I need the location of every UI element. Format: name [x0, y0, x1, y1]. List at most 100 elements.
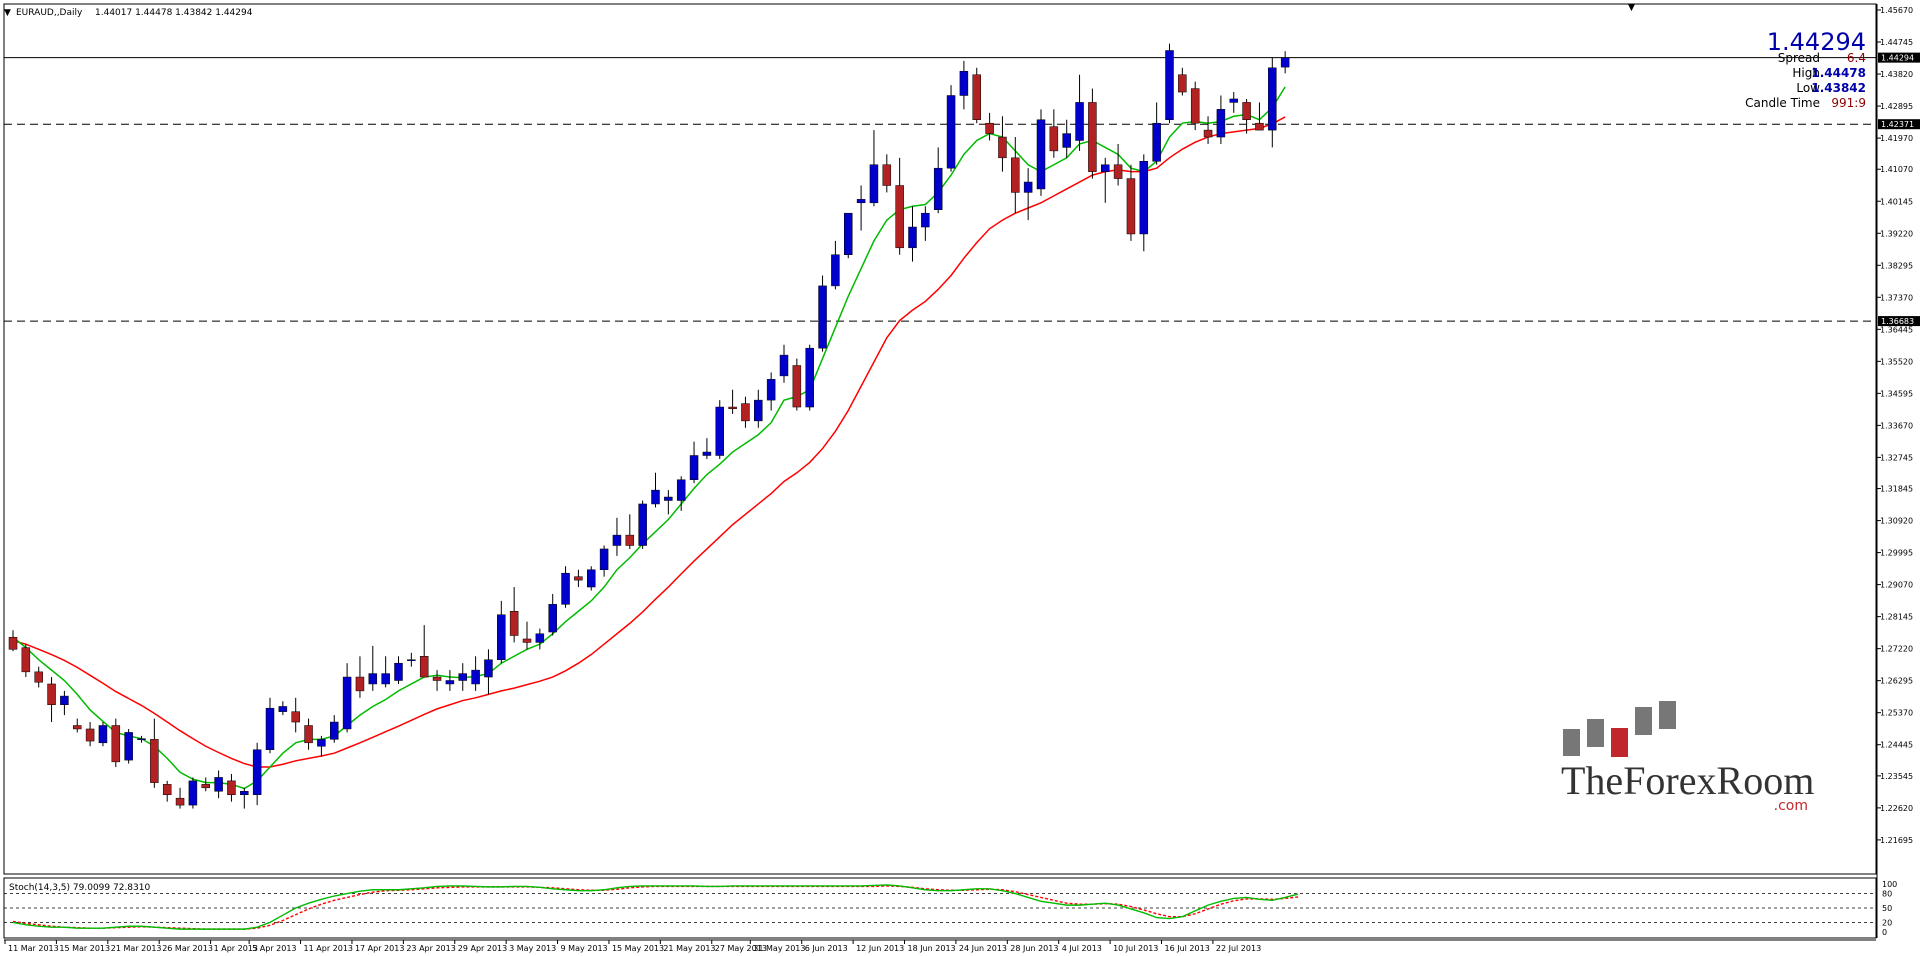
candle[interactable] — [625, 514, 635, 549]
candle[interactable] — [227, 773, 236, 802]
candle[interactable] — [856, 185, 866, 231]
candle[interactable] — [676, 476, 686, 511]
candle[interactable] — [1049, 109, 1059, 158]
candle[interactable] — [908, 206, 917, 262]
candle[interactable] — [1268, 57, 1277, 148]
candle[interactable] — [522, 621, 532, 650]
candle[interactable] — [1165, 43, 1174, 124]
candle[interactable] — [188, 777, 198, 809]
candle[interactable] — [548, 593, 557, 636]
candle[interactable] — [34, 666, 43, 688]
candle[interactable] — [1139, 154, 1149, 252]
candle[interactable] — [304, 718, 313, 750]
candle[interactable] — [1075, 74, 1084, 151]
candle[interactable] — [1101, 157, 1110, 203]
candle[interactable] — [368, 645, 378, 691]
candle[interactable] — [73, 718, 82, 733]
candle[interactable] — [265, 697, 275, 754]
candle[interactable] — [445, 670, 455, 691]
candle[interactable] — [1203, 116, 1213, 144]
candle[interactable] — [175, 787, 185, 809]
candle[interactable] — [201, 777, 210, 792]
candle[interactable] — [587, 566, 596, 591]
candle[interactable] — [214, 770, 223, 799]
candle[interactable] — [355, 656, 365, 698]
candle[interactable] — [831, 240, 840, 290]
candle[interactable] — [728, 389, 737, 414]
candle[interactable] — [1255, 102, 1264, 131]
candle[interactable] — [599, 545, 609, 577]
candle[interactable] — [497, 600, 506, 664]
candle[interactable] — [98, 722, 108, 747]
candle[interactable] — [959, 60, 969, 110]
candle[interactable] — [432, 670, 442, 691]
candle[interactable] — [895, 157, 904, 255]
candle[interactable] — [651, 472, 660, 508]
candle[interactable] — [8, 630, 18, 652]
candle[interactable] — [1152, 102, 1161, 165]
candle[interactable] — [946, 85, 956, 172]
candle[interactable] — [1242, 98, 1251, 134]
candle[interactable] — [509, 587, 519, 643]
candle[interactable] — [754, 389, 763, 428]
candle[interactable] — [60, 690, 69, 716]
header-triangle-icon[interactable]: ▼ — [4, 8, 11, 18]
candle[interactable] — [664, 490, 673, 515]
candle[interactable] — [766, 372, 776, 411]
candle[interactable] — [1036, 109, 1046, 196]
candle[interactable] — [818, 275, 827, 352]
candle[interactable] — [779, 344, 789, 383]
candle[interactable] — [330, 715, 339, 743]
candle[interactable] — [998, 116, 1007, 172]
candle[interactable] — [150, 718, 159, 788]
candle[interactable] — [240, 787, 249, 809]
candle[interactable] — [291, 697, 300, 733]
candle[interactable] — [394, 656, 403, 684]
candle[interactable] — [1178, 67, 1187, 96]
candle[interactable] — [317, 735, 326, 757]
candle[interactable] — [47, 677, 56, 723]
candle[interactable] — [612, 517, 622, 556]
candle[interactable] — [252, 742, 262, 806]
candle[interactable] — [1088, 88, 1097, 179]
candle[interactable] — [111, 718, 121, 768]
candle[interactable] — [933, 147, 943, 214]
candle[interactable] — [1216, 95, 1226, 144]
candle[interactable] — [638, 500, 647, 549]
candle[interactable] — [1190, 81, 1200, 131]
candle[interactable] — [1023, 168, 1033, 221]
candle[interactable] — [137, 735, 146, 743]
candle[interactable] — [381, 656, 390, 688]
candle[interactable] — [1229, 92, 1238, 113]
candle[interactable] — [124, 728, 133, 764]
candle[interactable] — [882, 154, 892, 193]
candle[interactable] — [805, 344, 814, 411]
candle[interactable] — [844, 212, 853, 259]
candle[interactable] — [471, 656, 480, 691]
candle[interactable] — [535, 628, 545, 650]
candle[interactable] — [1062, 119, 1071, 158]
candle[interactable] — [574, 569, 583, 588]
candle[interactable] — [972, 67, 981, 124]
candle[interactable] — [702, 438, 712, 459]
candle[interactable] — [407, 652, 416, 667]
candle[interactable] — [1011, 137, 1020, 214]
candle[interactable] — [869, 130, 879, 207]
candle[interactable] — [715, 400, 724, 459]
candle[interactable] — [561, 566, 570, 608]
scroll-marker-icon[interactable]: ▼ — [1628, 3, 1635, 13]
candle[interactable] — [162, 780, 172, 802]
candle[interactable] — [458, 663, 467, 691]
candle[interactable] — [792, 358, 802, 411]
candle[interactable] — [741, 396, 750, 428]
candle[interactable] — [1113, 143, 1123, 186]
candle[interactable] — [985, 112, 994, 141]
candle[interactable] — [85, 722, 95, 747]
candle[interactable] — [419, 625, 429, 678]
candle[interactable] — [1280, 51, 1290, 74]
candle[interactable] — [689, 441, 699, 484]
candle[interactable] — [1126, 164, 1136, 241]
candle[interactable] — [21, 644, 31, 678]
candle[interactable] — [484, 649, 493, 695]
candle[interactable] — [921, 206, 930, 241]
